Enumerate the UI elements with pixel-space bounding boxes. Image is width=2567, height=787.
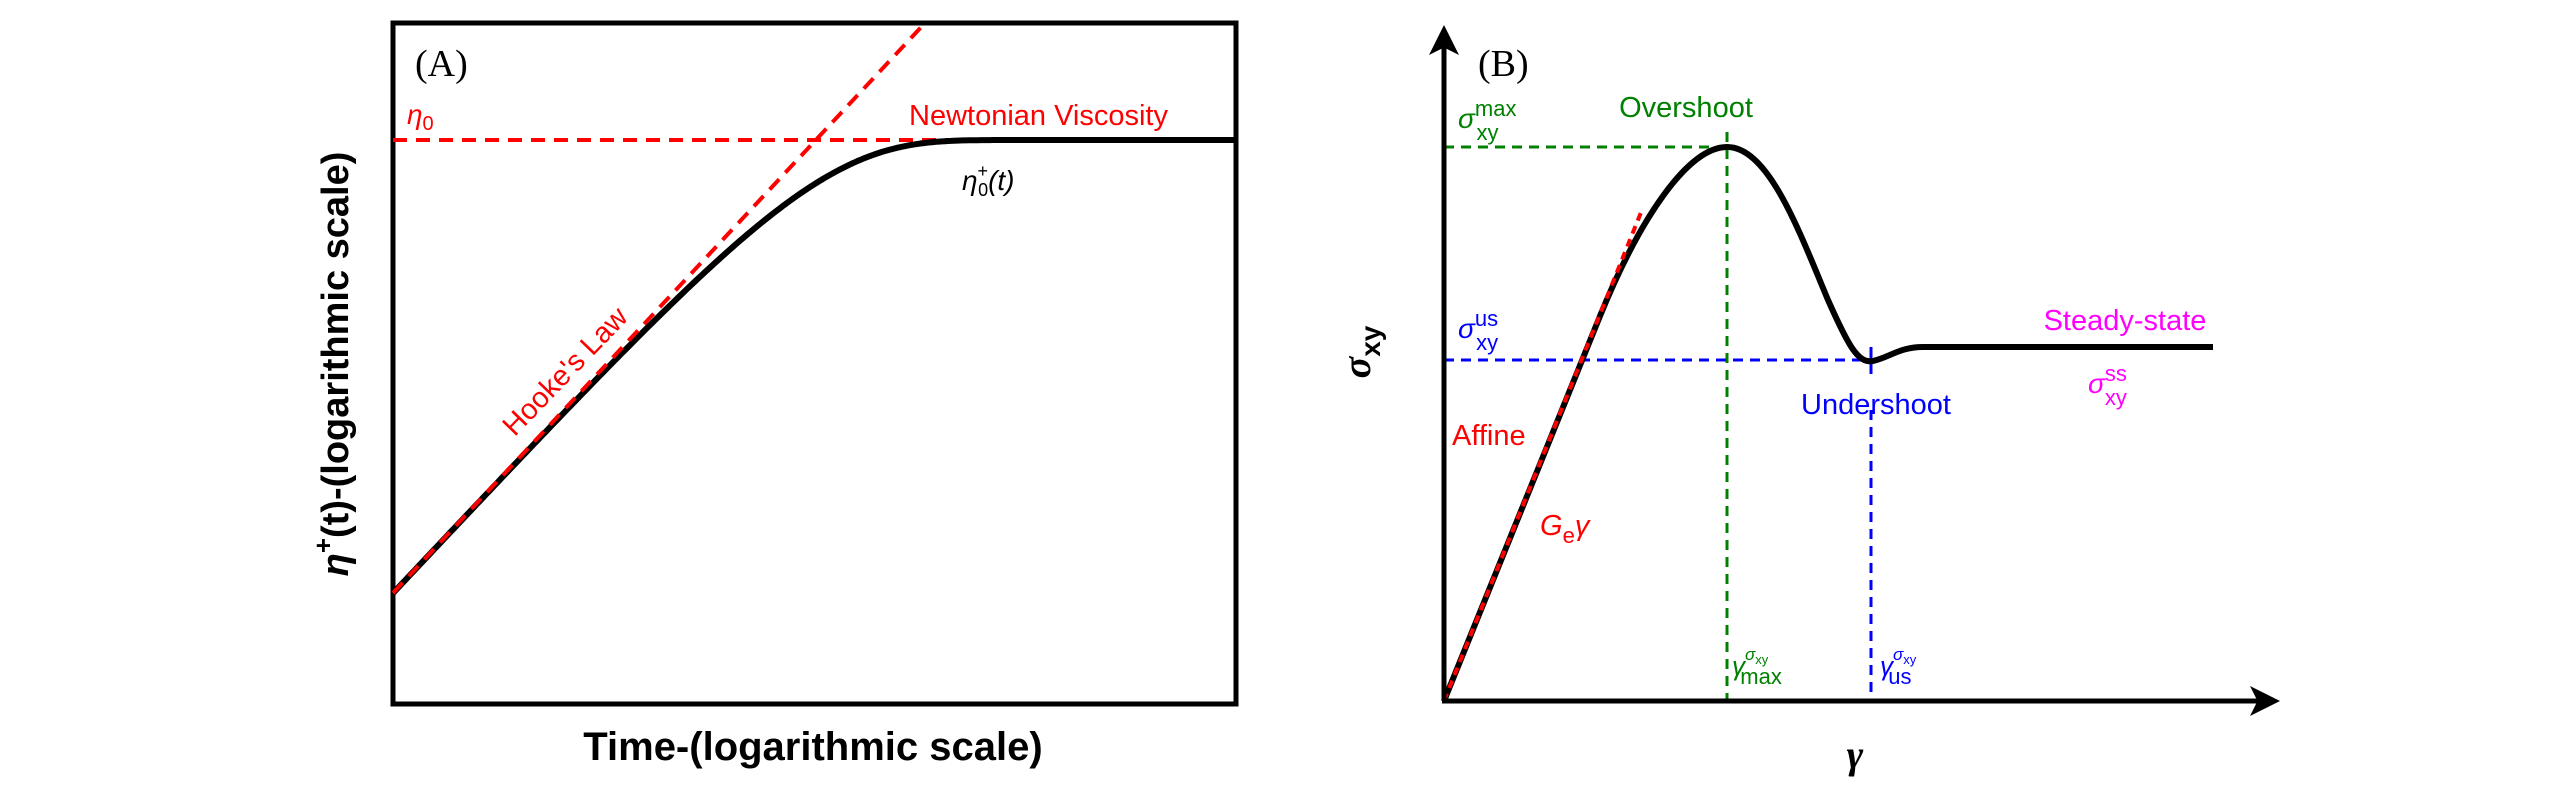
undershoot-label: Undershoot [1801,389,1951,421]
panel-b-x-axis-label: γ [1847,732,1864,777]
viscosity-growth-curve [390,137,1236,596]
panel-b: (B) σmax xy Overshoot σus xy Undershoot St… [1334,25,2280,777]
sigma-max-label: σmax xy [1458,96,1516,145]
panel-b-y-axis-label: σxy [1334,325,1386,378]
panel-b-label: (B) [1478,43,1529,85]
hookes-law-label: Hooke's Law [497,300,635,442]
gamma-us-label: γσxy us [1880,645,1917,689]
panel-a-y-axis-label: η+(t)-(logarithmic scale) [308,152,357,577]
affine-line [1442,209,1644,702]
hookes-law-line [391,21,927,595]
affine-label: Affine [1452,420,1526,452]
gamma-max-label: γσxy max [1732,645,1782,689]
stress-strain-curve [1441,143,2213,703]
overshoot-label: Overshoot [1619,92,1753,124]
panel-a-frame [390,20,1239,707]
newtonian-viscosity-label: Newtonian Viscosity [909,100,1168,132]
eta0-label: η0 [407,99,434,135]
modulus-label: Geγ [1540,510,1591,548]
panel-a: (A) η0 Newtonian Viscosity η+ 0(t) Hooke'… [308,20,1239,769]
sigma-ss-label: σss xy [2088,361,2127,410]
panel-a-label: (A) [415,43,468,85]
sigma-us-label: σus xy [1458,306,1498,355]
eta0-plus-t-label: η+ 0(t) [962,161,1015,200]
steady-state-label: Steady-state [2044,305,2207,337]
panel-a-x-axis-label: Time-(logarithmic scale) [583,725,1042,769]
